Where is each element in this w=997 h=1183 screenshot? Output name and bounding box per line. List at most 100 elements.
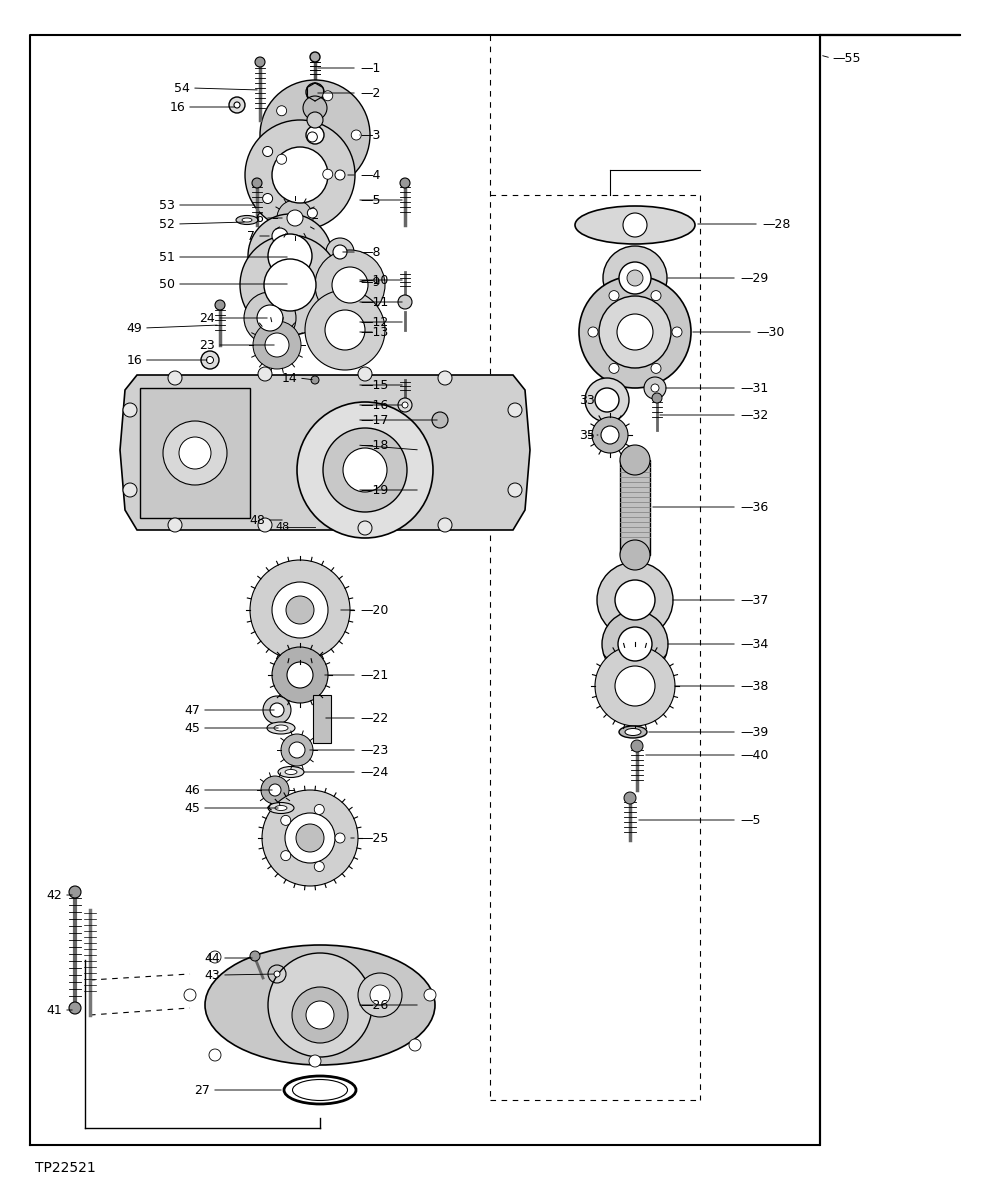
Bar	[620, 460, 650, 555]
Circle shape	[268, 234, 312, 278]
Circle shape	[296, 825, 324, 852]
Text: —24: —24	[360, 765, 388, 778]
Text: 16: 16	[127, 354, 142, 367]
Ellipse shape	[236, 215, 258, 225]
Circle shape	[168, 371, 182, 384]
Circle shape	[315, 250, 385, 319]
Circle shape	[311, 376, 319, 384]
Circle shape	[272, 147, 328, 203]
Circle shape	[276, 105, 286, 116]
Text: —22: —22	[360, 711, 388, 724]
Circle shape	[168, 518, 182, 532]
Circle shape	[602, 610, 668, 677]
Circle shape	[261, 776, 289, 804]
Text: —26: —26	[360, 998, 388, 1011]
Circle shape	[274, 971, 280, 977]
Circle shape	[272, 582, 328, 638]
Circle shape	[265, 332, 289, 357]
Text: —11: —11	[360, 296, 388, 309]
Circle shape	[585, 379, 629, 422]
Circle shape	[272, 228, 288, 244]
Circle shape	[306, 83, 324, 101]
Circle shape	[323, 91, 333, 101]
Circle shape	[619, 261, 651, 295]
Circle shape	[400, 177, 410, 188]
Circle shape	[306, 127, 324, 144]
Text: 49: 49	[127, 322, 142, 335]
Text: —31: —31	[740, 381, 769, 394]
Polygon shape	[120, 375, 530, 530]
Circle shape	[287, 211, 303, 226]
Circle shape	[255, 57, 265, 67]
Circle shape	[358, 521, 372, 535]
Circle shape	[69, 1002, 81, 1014]
Circle shape	[672, 327, 682, 337]
Circle shape	[289, 742, 305, 758]
Circle shape	[276, 154, 286, 164]
Text: 35: 35	[579, 428, 595, 441]
Text: 54: 54	[174, 82, 190, 95]
Text: —37: —37	[740, 594, 769, 607]
Ellipse shape	[285, 769, 297, 775]
Circle shape	[351, 130, 361, 140]
Circle shape	[286, 596, 314, 623]
Circle shape	[258, 518, 272, 532]
Circle shape	[310, 52, 320, 62]
Circle shape	[234, 102, 240, 108]
Circle shape	[409, 1039, 421, 1051]
Circle shape	[595, 388, 619, 412]
Circle shape	[248, 214, 332, 298]
Circle shape	[262, 147, 272, 156]
Circle shape	[253, 321, 301, 369]
Text: —10: —10	[360, 273, 389, 286]
Text: —28: —28	[762, 218, 791, 231]
Text: 41: 41	[46, 1003, 62, 1016]
Text: —38: —38	[740, 679, 769, 692]
Text: 45: 45	[184, 722, 200, 735]
Text: —23: —23	[360, 743, 388, 756]
Text: —12: —12	[360, 316, 388, 329]
Circle shape	[620, 539, 650, 570]
Circle shape	[268, 953, 372, 1056]
Ellipse shape	[625, 729, 641, 736]
Circle shape	[595, 646, 675, 726]
Circle shape	[257, 305, 283, 331]
Circle shape	[651, 363, 661, 374]
Text: 42: 42	[46, 888, 62, 901]
Circle shape	[323, 428, 407, 512]
Text: 48: 48	[249, 513, 265, 526]
Circle shape	[335, 833, 345, 843]
Circle shape	[307, 132, 317, 142]
Circle shape	[615, 666, 655, 706]
Text: 50: 50	[159, 278, 175, 291]
Text: 45: 45	[184, 802, 200, 815]
Circle shape	[424, 989, 436, 1001]
Circle shape	[206, 356, 213, 363]
Ellipse shape	[274, 725, 288, 731]
Circle shape	[644, 377, 666, 399]
Ellipse shape	[619, 726, 647, 738]
Text: —18: —18	[360, 439, 389, 452]
Circle shape	[285, 813, 335, 864]
Circle shape	[260, 80, 370, 190]
Circle shape	[314, 861, 324, 872]
Circle shape	[326, 238, 354, 266]
Circle shape	[323, 169, 333, 180]
Circle shape	[123, 403, 137, 416]
Circle shape	[184, 989, 196, 1001]
Text: 7: 7	[247, 230, 255, 243]
Circle shape	[269, 784, 281, 796]
Text: 16: 16	[169, 101, 185, 114]
Circle shape	[250, 560, 350, 660]
Text: 27: 27	[194, 1084, 210, 1097]
Ellipse shape	[575, 206, 695, 244]
Text: 53: 53	[160, 199, 175, 212]
Circle shape	[651, 384, 659, 392]
Circle shape	[325, 310, 365, 350]
Circle shape	[272, 647, 328, 703]
Circle shape	[209, 1049, 221, 1061]
Circle shape	[652, 393, 662, 403]
Circle shape	[201, 351, 219, 369]
Circle shape	[623, 213, 647, 237]
Circle shape	[262, 194, 272, 203]
